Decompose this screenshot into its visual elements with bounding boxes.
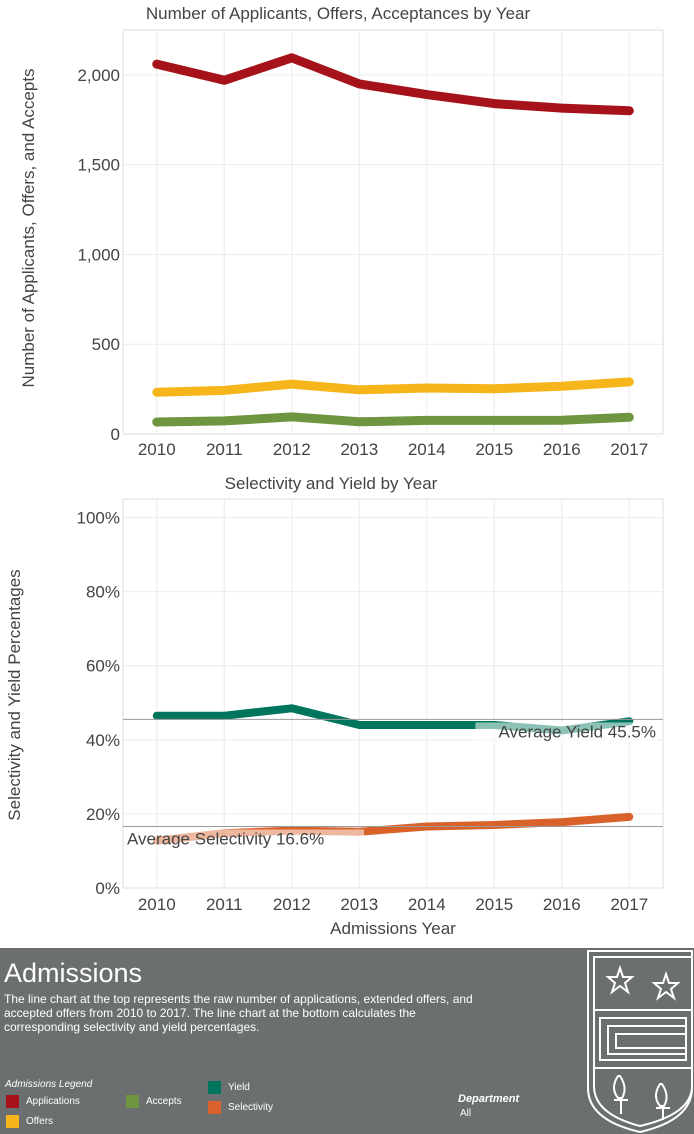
info-panel	[0, 948, 694, 1134]
top-xtick-label: 2011	[206, 440, 243, 459]
bottom-ytick-label: 60%	[86, 657, 120, 676]
bottom-ytick-label: 40%	[86, 731, 120, 750]
series-line-applications	[152, 53, 634, 116]
top-ytick-label: 1,500	[77, 156, 120, 175]
series-line-accepts	[152, 412, 634, 427]
legend-title: Admissions Legend	[5, 1079, 93, 1090]
university-shield-logo	[587, 950, 693, 1134]
bottom-y-axis-label: Selectivity and Yield Percentages	[5, 569, 24, 820]
top-xtick-label: 2012	[273, 440, 311, 459]
bottom-xtick-label: 2012	[273, 895, 311, 914]
top-xtick-label: 2013	[340, 440, 378, 459]
top-ytick-label: 500	[92, 335, 120, 354]
bottom-ytick-label: 100%	[77, 509, 120, 528]
legend-label-offers: Offers	[26, 1116, 54, 1127]
top-xtick-label: 2015	[475, 440, 513, 459]
top-xtick-label: 2014	[408, 440, 446, 459]
legend-label-yield: Yield	[228, 1082, 250, 1093]
top-xtick-label: 2017	[610, 440, 648, 459]
bottom-xtick-label: 2014	[408, 895, 446, 914]
legend-swatch-selectivity	[208, 1101, 221, 1114]
legend-swatch-accepts	[126, 1095, 139, 1108]
bottom-chart-title: Selectivity and Yield by Year	[225, 474, 438, 493]
top-ytick-label: 1,000	[77, 245, 120, 264]
top-plot-frame	[122, 29, 664, 435]
series-line-offers	[152, 377, 634, 397]
top-chart-title: Number of Applicants, Offers, Acceptance…	[146, 4, 531, 23]
panel-description: The line chart at the top represents the…	[4, 992, 473, 1034]
charts-area: 0 500 1,000 1,500 2,000 2010 2011 2012 2013 2014 2…	[5, 4, 664, 938]
bottom-xtick-label: 2011	[206, 895, 243, 914]
reference-label-average-selectivity-16-6-: Average Selectivity 16.6%	[127, 830, 324, 849]
bottom-xtick-label: 2015	[475, 895, 513, 914]
top-ytick-label: 0	[111, 425, 120, 444]
panel-title: Admissions	[4, 958, 143, 988]
legend-swatch-applications	[6, 1095, 19, 1108]
bottom-plot-frame	[122, 498, 664, 889]
bottom-xtick-label: 2016	[543, 895, 581, 914]
legend-label-applications: Applications	[26, 1096, 80, 1107]
legend-swatch-yield	[208, 1081, 221, 1094]
top-xtick-label: 2010	[138, 440, 176, 459]
department-filter-value[interactable]: All	[460, 1108, 472, 1119]
legend-label-accepts: Accepts	[146, 1096, 182, 1107]
top-xtick-label: 2016	[543, 440, 581, 459]
bottom-ytick-label: 20%	[86, 805, 120, 824]
bottom-x-axis-label: Admissions Year	[330, 919, 456, 938]
bottom-ytick-label: 80%	[86, 583, 120, 602]
bottom-xtick-label: 2010	[138, 895, 176, 914]
department-filter-title: Department	[458, 1093, 520, 1105]
top-y-axis-label: Number of Applicants, Offers, and Accept…	[19, 68, 38, 387]
reference-label-average-yield-45-5-: Average Yield 45.5%	[498, 722, 656, 741]
legend-swatch-offers	[6, 1115, 19, 1128]
reference-label-backing	[475, 722, 658, 743]
reference-label-backing	[125, 829, 364, 850]
top-ytick-label: 2,000	[77, 66, 120, 85]
bottom-ytick-label: 0%	[95, 879, 120, 898]
legend-label-selectivity: Selectivity	[228, 1102, 274, 1113]
bottom-xtick-label: 2017	[610, 895, 648, 914]
bottom-xtick-label: 2013	[340, 895, 378, 914]
